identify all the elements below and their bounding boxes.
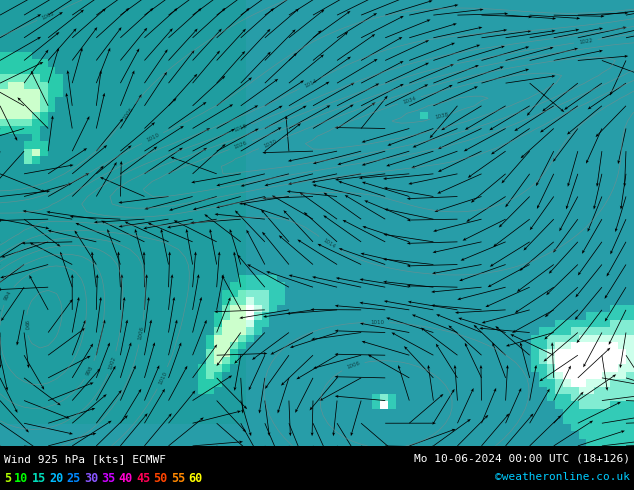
Text: 1014: 1014	[303, 78, 318, 89]
Text: 990: 990	[23, 319, 29, 330]
Text: 40: 40	[119, 472, 133, 485]
Text: 1038: 1038	[434, 112, 449, 120]
Text: 25: 25	[67, 472, 81, 485]
Text: 1030: 1030	[262, 139, 277, 148]
Text: 1010: 1010	[157, 370, 168, 385]
Text: Wind 925 hPa [kts] ECMWF: Wind 925 hPa [kts] ECMWF	[4, 454, 166, 464]
Text: 30: 30	[84, 472, 98, 485]
Text: 1034: 1034	[402, 96, 417, 105]
Text: 994: 994	[3, 290, 13, 301]
Text: 1006: 1006	[122, 106, 134, 121]
Text: 1014: 1014	[322, 238, 336, 249]
Text: 1006: 1006	[138, 325, 145, 340]
Text: 1006: 1006	[346, 361, 361, 370]
Text: ©weatheronline.co.uk: ©weatheronline.co.uk	[495, 472, 630, 482]
Text: 15: 15	[32, 472, 46, 485]
Text: 10: 10	[14, 472, 29, 485]
Text: 35: 35	[101, 472, 115, 485]
Text: 1002: 1002	[108, 355, 117, 370]
Text: 1010: 1010	[370, 319, 384, 325]
Text: 1022: 1022	[579, 38, 593, 45]
Text: 1018: 1018	[233, 123, 247, 133]
Text: 20: 20	[49, 472, 63, 485]
Text: 50: 50	[153, 472, 167, 485]
Text: 1010: 1010	[145, 133, 160, 143]
Text: 1002: 1002	[41, 10, 56, 21]
Text: 5: 5	[4, 472, 11, 485]
Text: 998: 998	[85, 365, 94, 376]
Text: 1026: 1026	[233, 141, 248, 150]
Text: 60: 60	[188, 472, 202, 485]
Text: 55: 55	[171, 472, 185, 485]
Text: 45: 45	[136, 472, 150, 485]
Text: Mo 10-06-2024 00:00 UTC (18+126): Mo 10-06-2024 00:00 UTC (18+126)	[414, 454, 630, 464]
